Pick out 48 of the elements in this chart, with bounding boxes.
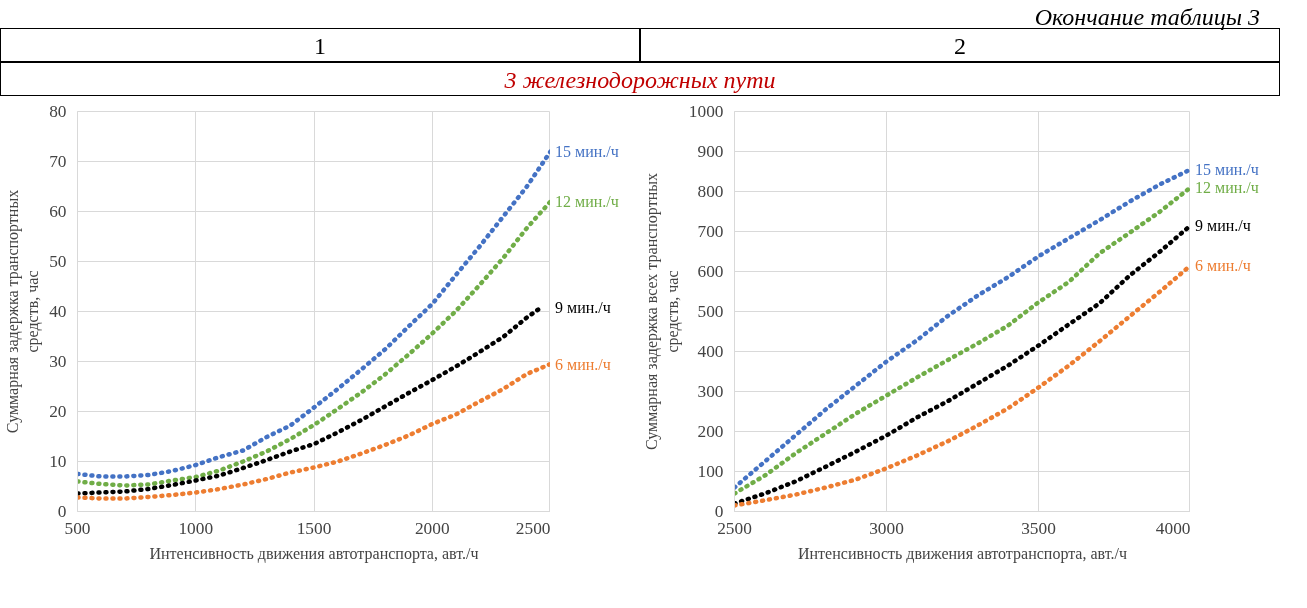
- series-label: 6 мин./ч: [1195, 257, 1251, 274]
- series-label: 15 мин./ч: [1195, 161, 1259, 178]
- y-tick-label: 40: [49, 302, 67, 321]
- series-label: 12 мин./ч: [555, 193, 619, 210]
- x-axis-title: Интенсивность движения автотранспорта, авт./ч: [149, 544, 479, 563]
- line-series: [77, 361, 550, 501]
- y-axis-title: Суммарная задержка транспортных средств, час: [3, 189, 43, 434]
- y-tick-label: 70: [49, 152, 67, 171]
- y-tick-label: 500: [697, 302, 724, 321]
- y-tick-label: 80: [49, 102, 67, 121]
- y-axis-title: Суммарная задержка всех транспортных средств, час: [643, 173, 682, 450]
- y-tick-label: 20: [49, 402, 67, 421]
- y-tick-label: 800: [697, 182, 724, 201]
- x-tick-label: 1500: [296, 518, 332, 538]
- series-label: 9 мин./ч: [1195, 217, 1251, 234]
- x-tick-label: 1000: [178, 518, 214, 538]
- y-tick-label: 900: [697, 142, 724, 161]
- x-axis-title: Интенсивность движения автотранспорта, авт./ч: [798, 544, 1127, 563]
- y-tick-label: 300: [697, 382, 724, 401]
- y-tick-label: 200: [697, 422, 724, 441]
- x-tick-label: 500: [64, 518, 91, 538]
- y-tick-label: 600: [697, 262, 724, 281]
- text: Окончание таблицы 3: [1034, 4, 1260, 30]
- y-tick-label: 60: [49, 202, 67, 221]
- y-tick-label: 0: [57, 502, 67, 521]
- y-tick-label: 1000: [688, 102, 724, 121]
- y-tick-label: 10: [49, 452, 67, 471]
- text: 3 железнодорожных пути: [504, 67, 776, 93]
- x-tick-label: 4000: [1155, 518, 1191, 538]
- y-tick-label: 100: [697, 462, 724, 481]
- line-series: [77, 149, 550, 479]
- x-tick-label: 2500: [515, 518, 551, 538]
- line-series: [77, 199, 550, 488]
- series-label: 15 мин./ч: [555, 143, 619, 160]
- y-tick-label: 700: [697, 222, 724, 241]
- y-tick-label: 50: [49, 252, 67, 271]
- x-tick-label: 2000: [414, 518, 450, 538]
- series-label: 6 мин./ч: [555, 355, 611, 373]
- y-tick-label: 0: [714, 502, 724, 521]
- chart-title: 2: [954, 32, 966, 61]
- chart-title: 1: [314, 32, 326, 61]
- x-tick-label: 2500: [717, 518, 752, 538]
- x-tick-label: 3500: [1021, 518, 1056, 538]
- series-label: 9 мин./ч: [555, 299, 611, 316]
- y-tick-label: 30: [49, 352, 67, 371]
- x-tick-label: 3000: [869, 518, 904, 538]
- series-label: 12 мин./ч: [1195, 179, 1259, 196]
- y-tick-label: 400: [697, 342, 724, 361]
